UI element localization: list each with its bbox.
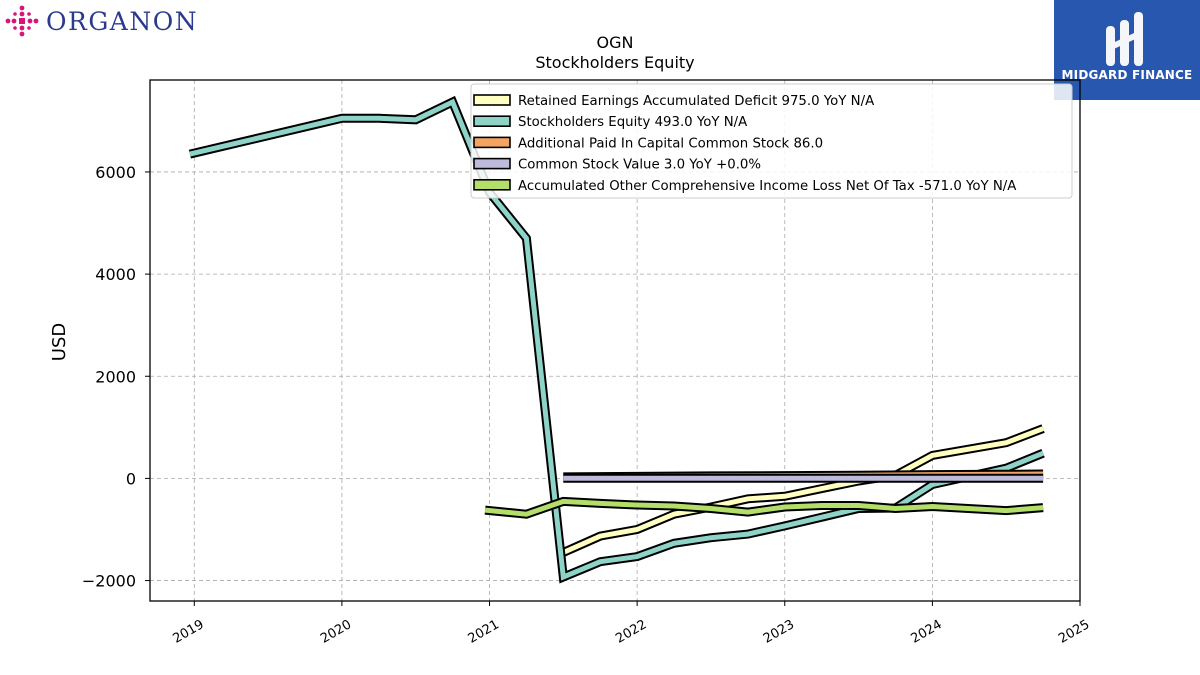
midgard-logo-mark xyxy=(1106,12,1143,66)
chart-subtitle: Stockholders Equity xyxy=(535,53,694,72)
series-line xyxy=(562,426,1044,555)
midgard-finance-logo: MIDGARD FINANCE xyxy=(1054,0,1200,100)
legend-swatch xyxy=(473,136,511,149)
legend: Retained Earnings Accumulated Deficit 97… xyxy=(470,83,1073,199)
y-tick-label: 6000 xyxy=(95,163,136,182)
x-tick-label: 2022 xyxy=(613,617,649,647)
legend-item: Accumulated Other Comprehensive Income L… xyxy=(473,179,1016,194)
legend-swatch xyxy=(473,179,511,191)
midgard-logo-text: MIDGARD FINANCE xyxy=(1061,68,1193,82)
y-tick-label: 4000 xyxy=(95,265,136,284)
series-aoci xyxy=(484,496,1044,519)
legend-label: Stockholders Equity 493.0 YoY N/A xyxy=(518,115,747,130)
x-axis: 2019 2020 2021 2022 2023 2024 2025 xyxy=(170,601,1092,647)
x-tick-label: 2025 xyxy=(1056,617,1092,647)
y-axis-label: USD xyxy=(49,323,70,361)
legend-item: Retained Earnings Accumulated Deficit 97… xyxy=(473,94,874,109)
y-tick-label: 2000 xyxy=(95,367,136,386)
logo-dot xyxy=(13,26,17,30)
x-tick-label: 2021 xyxy=(466,617,502,647)
x-tick-label: 2023 xyxy=(761,617,797,647)
logo-dot xyxy=(11,18,17,24)
chart-title: OGN xyxy=(597,33,634,52)
series-line xyxy=(484,498,1044,517)
logo-dot xyxy=(27,26,31,30)
legend-swatch xyxy=(473,94,511,106)
series-retained_earnings xyxy=(561,424,1045,557)
organon-logo-text: ORGANON xyxy=(46,6,199,36)
logo-dot xyxy=(27,18,33,24)
x-tick-label: 2024 xyxy=(909,617,945,647)
organon-logo: ORGANON xyxy=(4,4,198,38)
legend-box xyxy=(470,83,1073,199)
x-tick-label: 2020 xyxy=(318,617,354,647)
logo-dot xyxy=(19,31,25,37)
logo-center xyxy=(19,18,25,24)
legend-label: Accumulated Other Comprehensive Income L… xyxy=(518,179,1016,194)
plot-frame xyxy=(149,79,1081,602)
logo-dot xyxy=(33,18,39,24)
y-tick-label: −2000 xyxy=(82,572,136,591)
legend-swatch xyxy=(473,157,511,170)
logo-dot xyxy=(19,11,25,17)
logo-dot xyxy=(19,5,25,11)
x-tick-label: 2019 xyxy=(170,617,206,647)
series-lines xyxy=(188,95,1045,584)
logo-dot xyxy=(27,12,31,16)
legend-swatch xyxy=(473,115,511,127)
legend-item: Stockholders Equity 493.0 YoY N/A xyxy=(473,115,747,130)
logo-dot xyxy=(13,12,17,16)
organon-logo-mark xyxy=(5,5,39,37)
legend-item: Additional Paid In Capital Common Stock … xyxy=(473,136,823,151)
legend-label: Retained Earnings Accumulated Deficit 97… xyxy=(518,94,874,109)
legend-label: Common Stock Value 3.0 YoY +0.0% xyxy=(518,158,761,173)
legend-item: Common Stock Value 3.0 YoY +0.0% xyxy=(473,157,761,173)
y-tick-label: 0 xyxy=(126,469,136,488)
logo-dot xyxy=(5,18,11,24)
legend-label: Additional Paid In Capital Common Stock … xyxy=(518,136,823,151)
y-axis: −2000 0 2000 4000 6000 xyxy=(82,163,150,591)
logo-dot xyxy=(19,25,25,31)
